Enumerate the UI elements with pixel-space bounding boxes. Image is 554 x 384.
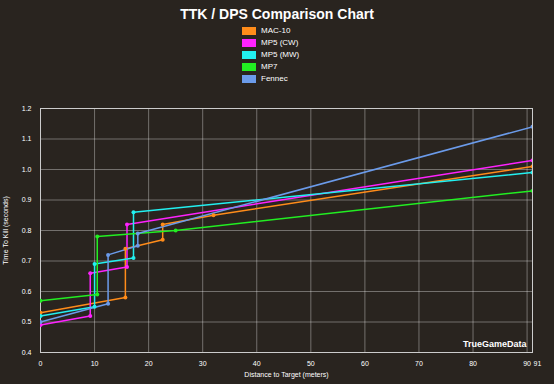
svg-text:30: 30: [199, 360, 207, 367]
svg-text:90: 90: [523, 360, 531, 367]
svg-text:0: 0: [39, 360, 43, 367]
svg-text:91: 91: [534, 360, 542, 367]
html-text:TTK / DPS Comparison Chart: TTK / DPS Comparison Chart: [180, 6, 374, 22]
svg-text:1.0: 1.0: [22, 166, 32, 173]
html-text:Fennec: Fennec: [261, 74, 288, 83]
svg-text:40: 40: [253, 360, 261, 367]
svg-text:10: 10: [91, 360, 99, 367]
svg-text:0.8: 0.8: [22, 227, 32, 234]
svg-text:0.6: 0.6: [22, 288, 32, 295]
html-text:MP5 (MW): MP5 (MW): [261, 50, 300, 59]
svg-text:TrueGameData: TrueGameData: [463, 339, 528, 349]
svg-text:1.2: 1.2: [22, 105, 32, 112]
svg-text:Distance to Target (meters): Distance to Target (meters): [244, 371, 328, 379]
html-text:MAC-10: MAC-10: [261, 26, 291, 35]
html-text:MP7: MP7: [261, 62, 278, 71]
svg-text:Time To Kill (seconds): Time To Kill (seconds): [2, 196, 10, 264]
svg-text:50: 50: [307, 360, 315, 367]
svg-text:1.1: 1.1: [22, 135, 32, 142]
svg-text:0.4: 0.4: [22, 349, 32, 356]
svg-text:20: 20: [145, 360, 153, 367]
svg-text:0.5: 0.5: [22, 318, 32, 325]
svg-text:60: 60: [361, 360, 369, 367]
html-text:MP5 (CW): MP5 (CW): [261, 38, 299, 47]
svg-text:80: 80: [469, 360, 477, 367]
svg-text:0.9: 0.9: [22, 196, 32, 203]
svg-text:0.7: 0.7: [22, 257, 32, 264]
svg-text:70: 70: [415, 360, 423, 367]
